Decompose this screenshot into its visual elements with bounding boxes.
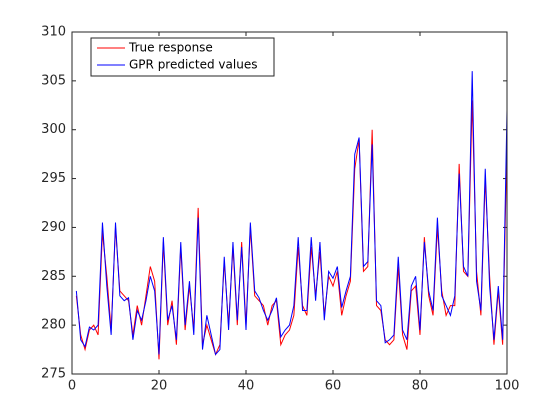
x-tick-label: 100 [495,379,520,394]
legend: True response GPR predicted values [90,37,275,77]
y-tick-label: 275 [41,367,66,382]
x-tick-label: 0 [68,379,76,394]
plot-area [72,32,507,374]
legend-box [90,37,275,77]
x-tick-label: 80 [412,379,429,394]
data-line [75,71,508,356]
x-tick-label: 60 [325,379,342,394]
y-tick-label: 280 [41,318,66,333]
y-tick-label: 290 [41,220,66,235]
x-tick-label: 20 [151,379,168,394]
y-tick-label: 310 [41,25,66,40]
y-tick-label: 285 [41,269,66,284]
y-tick-label: 305 [41,73,66,88]
axes-box [71,31,508,375]
y-tick-label: 295 [41,171,66,186]
y-tick-label: 300 [41,122,66,137]
legend-label: True response [128,41,213,55]
legend-label: GPR predicted values [129,58,257,72]
x-tick-label: 40 [238,379,255,394]
